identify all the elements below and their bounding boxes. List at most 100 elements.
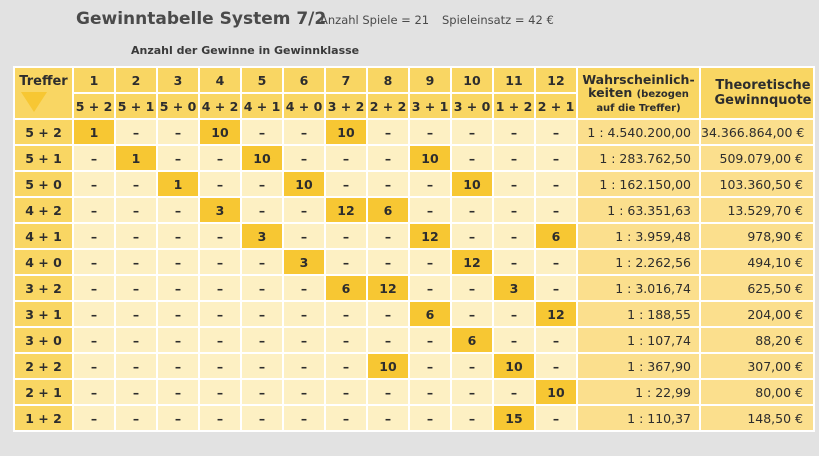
empty-cell: – (492, 144, 536, 172)
quote-cell: 34.366.864,00 € (699, 118, 815, 146)
empty-cell: – (114, 196, 158, 224)
empty-cell: – (282, 274, 326, 302)
empty-cell: – (492, 300, 536, 328)
table-row: 5 + 2 1– –10– –10– – – – –1 : 4.540.200,00 34.36… (13, 118, 815, 146)
row-label: 2 + 1 (13, 378, 74, 406)
empty-cell: – (156, 404, 200, 432)
table-row: 4 + 2– – –3– –12 6– – – –1 : 63.351,63 13.529,70… (13, 196, 815, 224)
empty-cell: – (324, 222, 368, 250)
quote-header: Theoretische Gewinnquote (699, 66, 815, 120)
empty-cell: – (156, 144, 200, 172)
header-row-numbers: Treffer 1 2 3 4 5 6 7 8 9 10 11 12 Wahrs… (13, 66, 815, 120)
empty-cell: – (282, 118, 326, 146)
empty-cell: – (450, 352, 494, 380)
win-count-cell: 12 (366, 274, 410, 302)
empty-cell: – (240, 118, 284, 146)
empty-cell: – (240, 196, 284, 224)
empty-cell: – (324, 326, 368, 354)
empty-cell: – (408, 118, 452, 146)
empty-cell: – (198, 248, 242, 276)
empty-cell: – (366, 248, 410, 276)
empty-cell: – (408, 404, 452, 432)
empty-cell: – (324, 170, 368, 198)
win-count-cell: 3 (492, 274, 536, 302)
empty-cell: – (198, 378, 242, 406)
empty-cell: – (198, 404, 242, 432)
win-count-cell: 10 (324, 118, 368, 146)
empty-cell: – (492, 170, 536, 198)
probability-cell: 1 : 367,90 (576, 352, 701, 380)
probability-cell: 1 : 22,99 (576, 378, 701, 406)
empty-cell: – (114, 378, 158, 406)
empty-cell: – (114, 118, 158, 146)
row-label: 4 + 1 (13, 222, 74, 250)
row-label: 3 + 1 (13, 300, 74, 328)
empty-cell: – (534, 170, 578, 198)
empty-cell: – (450, 274, 494, 302)
win-count-cell: 12 (534, 300, 578, 328)
class-name: 3 + 2 (324, 92, 368, 120)
win-count-cell: 10 (534, 378, 578, 406)
probability-header-note2: auf die Treffer) (596, 102, 681, 114)
empty-cell: – (72, 404, 116, 432)
win-count-cell: 6 (408, 300, 452, 328)
probability-cell: 1 : 283.762,50 (576, 144, 701, 172)
class-name: 4 + 0 (282, 92, 326, 120)
win-count-cell: 10 (450, 170, 494, 198)
win-count-cell: 15 (492, 404, 536, 432)
empty-cell: – (240, 300, 284, 328)
empty-cell: – (282, 352, 326, 380)
quote-cell: 103.360,50 € (699, 170, 815, 198)
quote-cell: 148,50 € (699, 404, 815, 432)
empty-cell: – (324, 378, 368, 406)
empty-cell: – (450, 300, 494, 328)
row-label: 5 + 0 (13, 170, 74, 198)
empty-cell: – (492, 248, 536, 276)
empty-cell: – (450, 222, 494, 250)
empty-cell: – (198, 144, 242, 172)
row-label: 3 + 2 (13, 274, 74, 302)
empty-cell: – (408, 248, 452, 276)
empty-cell: – (72, 352, 116, 380)
probability-header-line2: keiten (588, 84, 633, 100)
empty-cell: – (72, 248, 116, 276)
win-count-cell: 3 (198, 196, 242, 224)
win-count-cell: 6 (450, 326, 494, 354)
table-row: 5 + 1–1– –10– – –10– – –1 : 283.762,50 509.079… (13, 144, 815, 172)
table-row: 3 + 1– – – – – – – –6– –12 1 : 188,55 204,00 € (13, 300, 815, 328)
class-number: 2 (114, 66, 158, 94)
empty-cell: – (282, 222, 326, 250)
empty-cell: – (240, 248, 284, 276)
down-arrow-icon (21, 92, 47, 112)
quote-cell: 307,00 € (699, 352, 815, 380)
empty-cell: – (366, 404, 410, 432)
empty-cell: – (72, 274, 116, 302)
empty-cell: – (114, 248, 158, 276)
table-row: 3 + 0– – – – – – – – –6– –1 : 107,74 88,20 € (13, 326, 815, 354)
empty-cell: – (492, 196, 536, 224)
table-row: 5 + 0– –1– –10– – –10– –1 : 162.150,00 103.360… (13, 170, 815, 198)
empty-cell: – (114, 274, 158, 302)
class-number: 9 (408, 66, 452, 94)
win-count-cell: 3 (282, 248, 326, 276)
probability-cell: 1 : 3.959,48 (576, 222, 701, 250)
empty-cell: – (324, 144, 368, 172)
empty-cell: – (72, 378, 116, 406)
win-count-cell: 10 (198, 118, 242, 146)
empty-cell: – (282, 144, 326, 172)
quote-cell: 978,90 € (699, 222, 815, 250)
header-row-classes: 5 + 2 5 + 1 5 + 0 4 + 2 4 + 1 4 + 0 3 + … (14, 92, 814, 120)
empty-cell: – (198, 170, 242, 198)
row-label: 3 + 0 (13, 326, 74, 354)
empty-cell: – (114, 404, 158, 432)
class-name: 5 + 1 (114, 92, 158, 120)
win-count-cell: 1 (156, 170, 200, 198)
class-number: 10 (450, 66, 494, 94)
empty-cell: – (366, 300, 410, 328)
probability-header-note1: (bezogen (636, 88, 689, 100)
quote-cell: 204,00 € (699, 300, 815, 328)
empty-cell: – (282, 404, 326, 432)
empty-cell: – (408, 352, 452, 380)
class-number: 6 (282, 66, 326, 94)
probability-header-line1: Wahrscheinlich- (582, 71, 695, 87)
